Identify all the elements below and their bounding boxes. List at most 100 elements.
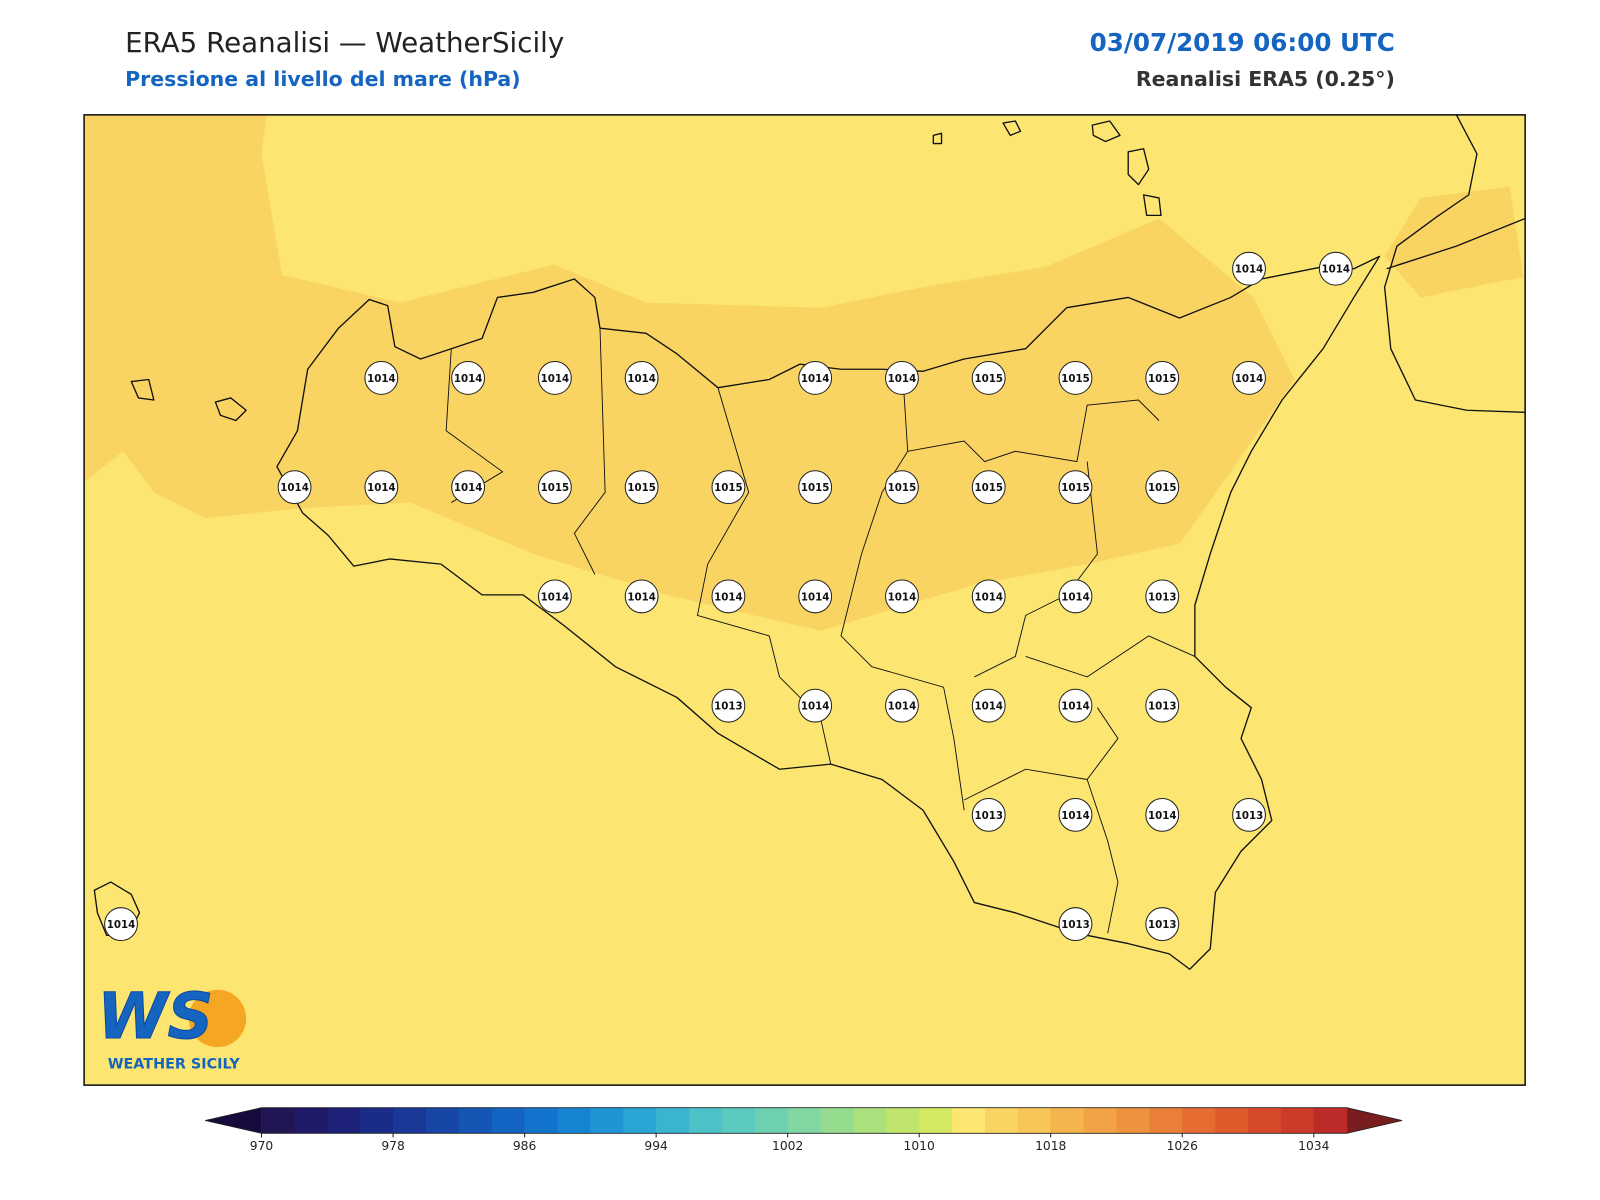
station-marker [537,361,572,395]
station-marker [1145,797,1180,832]
station-marker [364,470,399,505]
station-marker [798,470,833,505]
station-value: 1013 [714,701,743,713]
station-value: 1015 [888,482,917,494]
station-marker [885,579,919,614]
station-value: 1014 [801,701,830,713]
station-value: 1014 [888,373,917,385]
logo-mark: WS [97,979,213,1053]
colorbar-bin [820,1107,854,1134]
station-marker [1058,797,1093,832]
station-value: 1014 [1322,264,1351,276]
station-marker [1318,251,1353,286]
station-value: 1013 [1061,919,1090,931]
colorbar-bin [656,1107,690,1134]
colorbar-bin [590,1107,624,1134]
station-marker [537,579,572,614]
station-marker [885,470,919,505]
station-marker [624,470,659,505]
station-value: 1014 [367,482,396,494]
colorbar-bin [557,1107,591,1134]
colorbar-bin [1017,1107,1052,1134]
colorbar-bin [623,1107,657,1134]
station-value: 1013 [974,810,1003,822]
colorbar-bin [754,1107,789,1134]
station-marker [1232,251,1266,286]
colorbar-tick-label: 1026 [1167,1139,1198,1153]
calabria-coast [1386,217,1526,270]
station-marker [971,579,1006,614]
datetime: 03/07/2019 06:00 UTC [1090,28,1395,57]
colorbar-extend-low [205,1107,262,1134]
logo-name: WEATHER SICILY [108,1057,241,1073]
colorbar-bin [261,1107,295,1134]
station-marker [537,470,572,505]
station-value: 1014 [974,701,1003,713]
station-value: 1014 [454,373,483,385]
map-frame [83,114,1526,1086]
colorbar-bin [919,1107,953,1134]
station-value: 1014 [888,591,917,603]
station-marker [711,579,746,614]
station-value: 1014 [801,373,830,385]
colorbar-bin [1083,1107,1118,1134]
station-marker [624,361,659,395]
station-marker [1145,907,1180,942]
station-value: 1014 [801,591,830,603]
station-marker [1058,688,1093,723]
station-value: 1014 [714,591,743,603]
station-value: 1014 [974,591,1003,603]
calabria-coast [1383,114,1526,413]
colorbar-bin [787,1107,822,1134]
colorbar-bin [1248,1107,1282,1134]
station-value: 1014 [541,373,570,385]
station-marker [1145,688,1180,723]
colorbar-bin [1149,1107,1183,1134]
station-value: 1014 [280,482,309,494]
pressure-band [1384,186,1524,298]
colorbar-bin [458,1107,493,1134]
station-value: 1014 [1235,264,1264,276]
station-marker [277,470,312,505]
station-value: 1015 [1148,373,1177,385]
province-border [445,328,1196,934]
station-labels: 1014 1014 1014 1014 1014 1014 1014 1014 1015 1015… [104,251,1353,942]
station-value: 1013 [1148,919,1177,931]
logo-sun [188,989,247,1048]
station-value: 1015 [1148,482,1177,494]
station-marker [1058,907,1093,942]
station-marker [798,361,833,395]
station-marker [885,361,919,395]
colorbar-bin [689,1107,723,1134]
station-value: 1014 [1061,810,1090,822]
colorbar-bin [491,1107,526,1134]
colorbar-bin [360,1107,394,1134]
station-marker [971,688,1006,723]
island [93,120,1162,937]
station-marker [104,907,138,942]
station-value: 1014 [1061,591,1090,603]
station-marker [1145,579,1180,614]
station-value: 1014 [454,482,483,494]
colorbar-tick-label: 1018 [1035,1139,1066,1153]
station-value: 1014 [1148,810,1177,822]
station-value: 1015 [714,482,743,494]
station-value: 1015 [974,482,1003,494]
logo: WS WEATHER SICILY [97,979,247,1073]
station-value: 1015 [627,482,656,494]
station-marker [1058,361,1093,395]
station-value: 1013 [1148,591,1177,603]
sicily-coast [276,255,1381,970]
station-marker [451,361,486,395]
colorbar-bin [1215,1107,1249,1134]
colorbar-bin [393,1107,427,1134]
station-marker [1058,579,1093,614]
station-marker [971,470,1006,505]
station-value: 1014 [627,591,656,603]
colorbar-tick-label: 1034 [1298,1139,1329,1153]
colorbar-bin [425,1107,460,1134]
colorbar-tick-label: 970 [250,1139,273,1153]
station-value: 1014 [888,701,917,713]
station-value: 1013 [1148,701,1177,713]
